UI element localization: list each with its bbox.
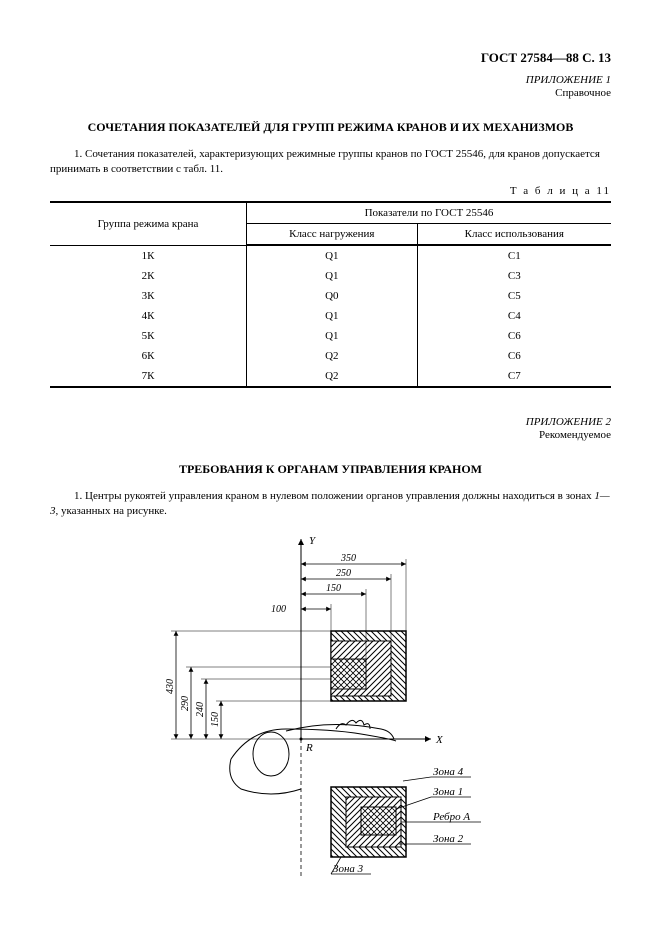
v-dimensions: 430 290 240 150 (165, 631, 331, 739)
cell-use: C6 (417, 326, 611, 346)
cell-use: C1 (417, 245, 611, 266)
table-row: 5К Q1 C6 (50, 326, 611, 346)
appendix-1-para: 1. Сочетания показателей, характеризующи… (50, 147, 611, 177)
appendix-2-title: ТРЕБОВАНИЯ К ОРГАНАМ УПРАВЛЕНИЯ КРАНОМ (50, 462, 611, 477)
appendix-1-type: Справочное (555, 87, 611, 99)
cell-use: C5 (417, 286, 611, 306)
origin-point (299, 738, 302, 741)
table-row: 7К Q2 C7 (50, 366, 611, 387)
appendix-2-para-text: 1. Центры рукоятей управления краном в н… (50, 490, 610, 517)
cell-group: 5К (50, 326, 247, 346)
appendix-1-label: ПРИЛОЖЕНИЕ 1 (526, 74, 611, 86)
axis-x-label: X (435, 734, 444, 746)
cell-use: C4 (417, 306, 611, 326)
dim-240: 240 (195, 702, 206, 717)
cell-group: 2К (50, 266, 247, 286)
cell-load: Q2 (247, 366, 418, 387)
upper-zone-block (331, 631, 406, 701)
cell-group: 7К (50, 366, 247, 387)
cell-load: Q2 (247, 346, 418, 366)
table-11-col-load: Класс нагружения (247, 224, 418, 246)
cell-group: 4К (50, 306, 247, 326)
table-row: 3К Q0 C5 (50, 286, 611, 306)
dim-290: 290 (180, 696, 191, 711)
dim-250: 250 (336, 568, 351, 579)
appendix-2-label-block: ПРИЛОЖЕНИЕ 2 Рекомендуемое (50, 416, 611, 442)
table-row: 1К Q1 C1 (50, 245, 611, 266)
legend-zone1: Зона 1 (433, 786, 463, 798)
table-11-col-indicators: Показатели по ГОСТ 25546 (247, 202, 612, 224)
lower-zone-block (331, 787, 406, 857)
cell-use: C7 (417, 366, 611, 387)
legend-zone4: Зона 4 (433, 766, 464, 778)
table-11: Группа режима крана Показатели по ГОСТ 2… (50, 201, 611, 388)
appendix-1-label-block: ПРИЛОЖЕНИЕ 1 Справочное (50, 74, 611, 100)
dim-100: 100 (271, 604, 286, 615)
axis-y-label: Y (309, 535, 317, 547)
table-row: 6К Q2 C6 (50, 346, 611, 366)
cell-use: C6 (417, 346, 611, 366)
cell-load: Q0 (247, 286, 418, 306)
page-header: ГОСТ 27584—88 С. 13 (50, 50, 611, 66)
table-11-caption: Т а б л и ц а 11 (50, 185, 611, 197)
cell-group: 3К (50, 286, 247, 306)
origin-label: R (305, 742, 313, 754)
table-11-body: 1К Q1 C1 2К Q1 C3 3К Q0 C5 4К Q1 C4 5К Q (50, 245, 611, 387)
cell-load: Q1 (247, 306, 418, 326)
legend-zone3: Зона 3 (333, 863, 364, 875)
zones-diagram: Y X 350 250 (131, 529, 531, 889)
appendix-2-para: 1. Центры рукоятей управления краном в н… (50, 489, 611, 519)
cell-load: Q1 (247, 326, 418, 346)
operator-outline (229, 721, 395, 795)
cell-group: 6К (50, 346, 247, 366)
cell-use: C3 (417, 266, 611, 286)
appendix-2-label: ПРИЛОЖЕНИЕ 2 (526, 416, 611, 428)
cell-load: Q1 (247, 245, 418, 266)
cell-group: 1К (50, 245, 247, 266)
dim-430: 430 (165, 679, 176, 694)
appendix-1-title: СОЧЕТАНИЯ ПОКАЗАТЕЛЕЙ ДЛЯ ГРУПП РЕЖИМА К… (50, 120, 611, 135)
dim-150v: 150 (210, 712, 221, 727)
table-row: 2К Q1 C3 (50, 266, 611, 286)
legend-rebro: Ребро А (432, 811, 470, 823)
cell-load: Q1 (247, 266, 418, 286)
table-row: 4К Q1 C4 (50, 306, 611, 326)
table-11-col-use: Класс использования (417, 224, 611, 246)
dim-350: 350 (340, 553, 356, 564)
dim-150: 150 (326, 583, 341, 594)
table-11-col-group: Группа режима крана (50, 202, 247, 245)
appendix-2-type: Рекомендуемое (539, 429, 611, 441)
legend-zone2: Зона 2 (433, 833, 464, 845)
